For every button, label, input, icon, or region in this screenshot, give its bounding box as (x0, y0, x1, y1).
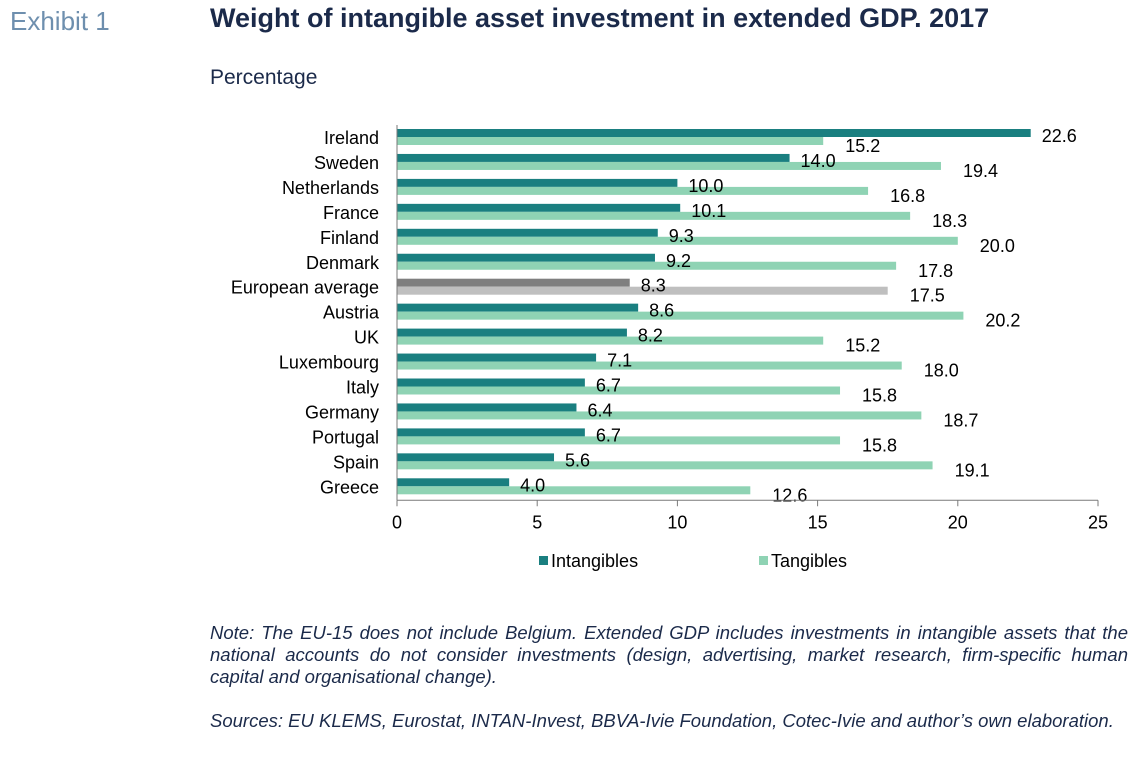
data-label-intangibles: 6.4 (587, 400, 612, 420)
bar-intangibles (397, 403, 577, 412)
data-label-intangibles: 9.3 (669, 226, 694, 246)
bar-intangibles (397, 328, 627, 337)
bar-intangibles (397, 153, 790, 162)
data-label-intangibles: 10.0 (688, 176, 723, 196)
data-label-tangibles: 16.8 (890, 186, 925, 206)
data-label-tangibles: 12.6 (772, 485, 807, 505)
data-label-intangibles: 22.6 (1042, 126, 1077, 146)
data-label-intangibles: 5.6 (565, 450, 590, 470)
category-label: Germany (305, 402, 379, 422)
bar-tangibles (397, 486, 751, 495)
x-tick-label: 5 (532, 512, 542, 532)
bar-intangibles (397, 428, 585, 437)
bar-intangibles (397, 129, 1031, 137)
bar-intangibles (397, 453, 555, 462)
chart-subtitle: Percentage (210, 66, 318, 89)
data-label-tangibles: 18.3 (932, 211, 967, 231)
data-label-tangibles: 18.7 (943, 410, 978, 430)
bar-intangibles (397, 278, 630, 287)
data-label-tangibles: 20.0 (980, 236, 1015, 256)
bar-tangibles (397, 436, 841, 445)
bar-tangibles (397, 336, 824, 345)
bar-tangibles (397, 386, 841, 395)
category-label: Greece (320, 477, 379, 497)
data-label-intangibles: 10.1 (691, 201, 726, 221)
exhibit-label: Exhibit 1 (10, 6, 110, 36)
data-label-tangibles: 17.8 (918, 261, 953, 281)
data-label-intangibles: 8.6 (649, 301, 674, 321)
legend-swatch-tangibles (759, 556, 768, 565)
bar-tangibles (397, 161, 941, 170)
bar-intangibles (397, 228, 658, 237)
data-label-intangibles: 14.0 (801, 151, 836, 171)
category-label: Portugal (312, 427, 379, 447)
bar-tangibles (397, 236, 958, 245)
data-label-intangibles: 8.2 (638, 326, 663, 346)
chart-note: Note: The EU-15 does not include Belgium… (210, 622, 1128, 687)
data-label-intangibles: 6.7 (596, 425, 621, 445)
bar-intangibles (397, 203, 681, 212)
data-label-tangibles: 15.2 (845, 136, 880, 156)
category-label: Netherlands (282, 178, 379, 198)
data-label-intangibles: 7.1 (607, 351, 632, 371)
bar-tangibles (397, 261, 897, 270)
category-label: Sweden (314, 153, 379, 173)
category-label: France (323, 203, 379, 223)
bar-intangibles (397, 303, 639, 312)
x-tick-label: 25 (1088, 512, 1108, 532)
bar-tangibles (397, 211, 911, 220)
data-label-tangibles: 17.5 (910, 286, 945, 306)
bar-chart: Ireland 22.6 15.2 Sweden 14.0 19.4 Netherlands… (231, 125, 1108, 571)
category-label: Denmark (306, 253, 380, 273)
data-label-intangibles: 8.3 (641, 276, 666, 296)
bar-tangibles (397, 286, 888, 295)
category-label: Luxembourg (279, 353, 379, 373)
bar-intangibles (397, 378, 585, 387)
legend-swatch-intangibles (539, 556, 548, 565)
category-label: Austria (323, 303, 380, 323)
x-tick-label: 20 (948, 512, 968, 532)
category-label: European average (231, 278, 379, 298)
bar-tangibles (397, 137, 824, 145)
category-label: UK (354, 328, 379, 348)
x-tick-label: 10 (667, 512, 687, 532)
data-label-tangibles: 19.1 (955, 460, 990, 480)
bar-tangibles (397, 461, 933, 470)
x-tick-label: 0 (392, 512, 402, 532)
data-label-tangibles: 18.0 (924, 361, 959, 381)
bar-tangibles (397, 186, 869, 195)
data-label-tangibles: 15.8 (862, 386, 897, 406)
legend-label-intangibles: Intangibles (551, 551, 638, 571)
data-label-tangibles: 20.2 (985, 311, 1020, 331)
data-label-tangibles: 19.4 (963, 161, 998, 181)
chart-sources: Sources: EU KLEMS, Eurostat, INTAN-Inves… (210, 710, 1114, 731)
bar-intangibles (397, 253, 655, 262)
data-label-intangibles: 6.7 (596, 376, 621, 396)
bar-intangibles (397, 353, 597, 362)
bar-tangibles (397, 311, 964, 320)
bar-intangibles (397, 178, 678, 187)
category-label: Spain (333, 452, 379, 472)
legend-label-tangibles: Tangibles (771, 551, 847, 571)
category-label: Ireland (324, 128, 379, 148)
data-label-tangibles: 15.8 (862, 435, 897, 455)
bar-tangibles (397, 411, 922, 420)
data-label-tangibles: 15.2 (845, 336, 880, 356)
chart-title: Weight of intangible asset investment in… (210, 3, 990, 33)
data-label-intangibles: 4.0 (520, 475, 545, 495)
category-label: Finland (320, 228, 379, 248)
data-label-intangibles: 9.2 (666, 251, 691, 271)
bar-tangibles (397, 361, 902, 370)
bar-intangibles (397, 478, 510, 487)
category-label: Italy (346, 378, 379, 398)
x-tick-label: 15 (808, 512, 828, 532)
